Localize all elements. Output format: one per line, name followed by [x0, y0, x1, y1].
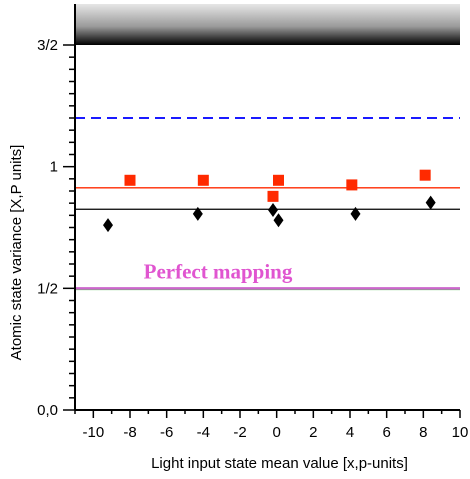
- y-tick-label: 1/2: [37, 280, 58, 297]
- data-point-square: [124, 174, 136, 186]
- axes: [74, 4, 460, 411]
- data-point-diamond: [103, 218, 113, 233]
- x-ticks: -10 -8 -6 -4 -2 0 2 4 6 8 10: [74, 410, 469, 441]
- x-axis-title: Light input state mean value [x,p-units]: [151, 455, 408, 472]
- data-marks: [103, 169, 436, 233]
- x-tick-label: 6: [382, 424, 390, 441]
- x-tick-label: 0: [272, 424, 280, 441]
- data-point-square: [197, 174, 209, 186]
- x-tick-label: 10: [452, 424, 469, 441]
- y-axis-title: Atomic state variance [X,P units]: [8, 145, 25, 361]
- data-point-square: [273, 174, 284, 186]
- annotation-perfect-mapping: Perfect mapping: [144, 260, 293, 284]
- x-tick-label: -8: [123, 424, 136, 441]
- y-tick-label: 1: [50, 159, 58, 176]
- x-tick-label: -2: [233, 424, 246, 441]
- x-tick-label: 4: [346, 424, 354, 441]
- data-point-diamond: [350, 206, 361, 221]
- data-point-diamond: [425, 195, 436, 210]
- top-shaded-band: [75, 4, 460, 45]
- y-tick-label: 0,0: [37, 402, 58, 419]
- data-point-square: [267, 190, 279, 202]
- y-ticks: 0,0 1/2 1 3/2: [37, 37, 75, 419]
- data-point-diamond: [273, 213, 284, 228]
- data-point-diamond: [268, 202, 278, 217]
- data-point-square: [346, 179, 358, 191]
- reference-lines: [75, 117, 460, 291]
- x-tick-label: -10: [82, 424, 104, 441]
- x-tick-label: -4: [197, 424, 210, 441]
- x-tick-label: 2: [309, 424, 317, 441]
- y-tick-label: 3/2: [37, 37, 58, 54]
- data-point-diamond: [192, 206, 203, 221]
- x-tick-label: -6: [160, 424, 173, 441]
- data-point-square: [419, 169, 431, 181]
- x-tick-label: 8: [419, 424, 427, 441]
